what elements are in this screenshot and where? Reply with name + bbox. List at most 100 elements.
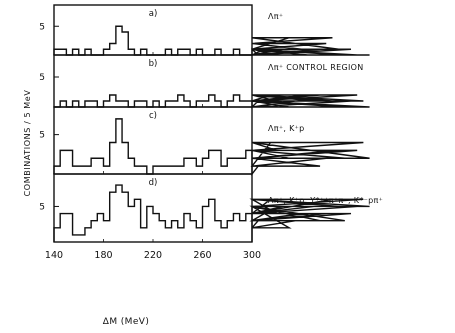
- histogram-bin: [190, 221, 196, 242]
- histogram-bin: [91, 221, 97, 242]
- x-tick-label: 300: [243, 250, 261, 261]
- histogram-bin: [196, 166, 202, 174]
- histogram-bin: [184, 214, 190, 242]
- histogram-bin: [141, 49, 147, 55]
- histogram-bin: [85, 166, 91, 174]
- histogram-bin: [215, 101, 221, 107]
- histogram-bin: [221, 166, 227, 174]
- histogram-bin: [178, 49, 184, 55]
- histogram-bin: [91, 158, 97, 174]
- histogram-bin: [91, 101, 97, 107]
- x-tick-label: 140: [45, 250, 63, 261]
- histogram-bin: [85, 49, 91, 55]
- histogram-bin: [215, 49, 221, 55]
- histogram-bin: [116, 119, 122, 174]
- histogram-bin: [110, 95, 116, 107]
- histogram-outline: [53, 118, 370, 177]
- panel-letter: c): [149, 111, 157, 121]
- histogram-bin: [209, 95, 215, 107]
- histogram-bin: [159, 221, 165, 242]
- histogram-bin: [233, 95, 239, 107]
- histogram-bin: [79, 235, 85, 242]
- histogram-bin: [141, 228, 147, 242]
- histogram-bin: [215, 150, 221, 174]
- panel-d: 5 d) Λπ⁺, K⁺p, Y*⁺⁺π⁺π⁻, K*⁻pπ⁺: [39, 173, 383, 243]
- x-tick-labels: 140 180 220 260 300: [45, 250, 261, 261]
- histogram-bin: [246, 150, 252, 174]
- histogram-bin: [203, 158, 209, 174]
- histogram-bin: [165, 166, 171, 174]
- histogram-bin: [97, 158, 103, 174]
- y-tick-label: 5: [39, 202, 45, 212]
- histogram-bin: [85, 228, 91, 242]
- histogram-bin: [60, 101, 66, 107]
- histogram-bin: [227, 158, 233, 174]
- histogram-bin: [134, 101, 140, 107]
- panel-letter: d): [149, 178, 158, 188]
- panel-a: 5 a) Λπ⁺: [39, 4, 370, 56]
- histogram-bin: [134, 166, 140, 174]
- histogram-bin: [184, 49, 190, 55]
- x-axis-label: ΔM (MeV): [103, 317, 149, 327]
- histogram-bin: [233, 49, 239, 55]
- histogram-bin: [54, 49, 60, 55]
- histogram-bin: [215, 221, 221, 242]
- histogram-bin: [116, 185, 122, 242]
- histogram-bin: [184, 158, 190, 174]
- histogram-bin: [165, 49, 171, 55]
- histogram-bin: [110, 192, 116, 242]
- y-tick-label: 5: [39, 22, 45, 32]
- histogram-bin: [73, 235, 79, 242]
- histogram-bin: [128, 158, 134, 174]
- histogram-bin: [172, 166, 178, 174]
- histogram-bin: [110, 44, 116, 56]
- histogram-bin: [60, 49, 66, 55]
- histogram-bin: [233, 214, 239, 242]
- histogram-bin: [221, 228, 227, 242]
- histogram-bin: [233, 158, 239, 174]
- histogram-bin: [178, 95, 184, 107]
- histogram-bin: [227, 221, 233, 242]
- histogram-bin: [116, 101, 122, 107]
- histogram-bin: [104, 49, 110, 55]
- histogram-bin: [66, 214, 72, 242]
- histogram-bin: [85, 101, 91, 107]
- y-axis-label: COMBINATIONS / 5 MeV: [23, 90, 32, 197]
- histogram-bin: [54, 228, 60, 242]
- panel-b: 5 b) Λπ⁺ CONTROL REGION: [39, 54, 370, 109]
- histogram-bin: [97, 214, 103, 242]
- histogram-bin: [116, 26, 122, 55]
- histogram-outline: [54, 94, 370, 109]
- histogram-bin: [240, 101, 246, 107]
- histogram-bin: [196, 49, 202, 55]
- histogram-bin: [104, 101, 110, 107]
- histogram-bin: [240, 158, 246, 174]
- histogram-bin: [165, 101, 171, 107]
- histogram-bin: [104, 221, 110, 242]
- histogram-bin: [66, 150, 72, 174]
- histogram-bin: [153, 101, 159, 107]
- histogram-bin: [203, 206, 209, 242]
- histogram-bin: [60, 150, 66, 174]
- histogram-bin: [209, 150, 215, 174]
- x-tick-label: 180: [94, 250, 112, 261]
- histogram-bin: [122, 192, 128, 242]
- histogram-bin: [128, 49, 134, 55]
- histogram-bin: [73, 49, 79, 55]
- histogram-bin: [104, 166, 110, 174]
- x-tick-label: 260: [193, 250, 211, 261]
- histogram-bin: [153, 166, 159, 174]
- histogram-bin: [159, 166, 165, 174]
- histogram-bin: [79, 166, 85, 174]
- histogram-bin: [141, 101, 147, 107]
- histogram-bin: [73, 166, 79, 174]
- histogram-bin: [122, 101, 128, 107]
- histogram-bin: [147, 206, 153, 242]
- histogram-bin: [178, 166, 184, 174]
- panel-letter: a): [149, 9, 158, 19]
- histogram-bin: [54, 166, 60, 174]
- histogram-bin: [172, 101, 178, 107]
- histogram-bin: [246, 214, 252, 242]
- panel-label: Λπ⁺: [268, 12, 283, 21]
- y-tick-label: 5: [39, 73, 45, 83]
